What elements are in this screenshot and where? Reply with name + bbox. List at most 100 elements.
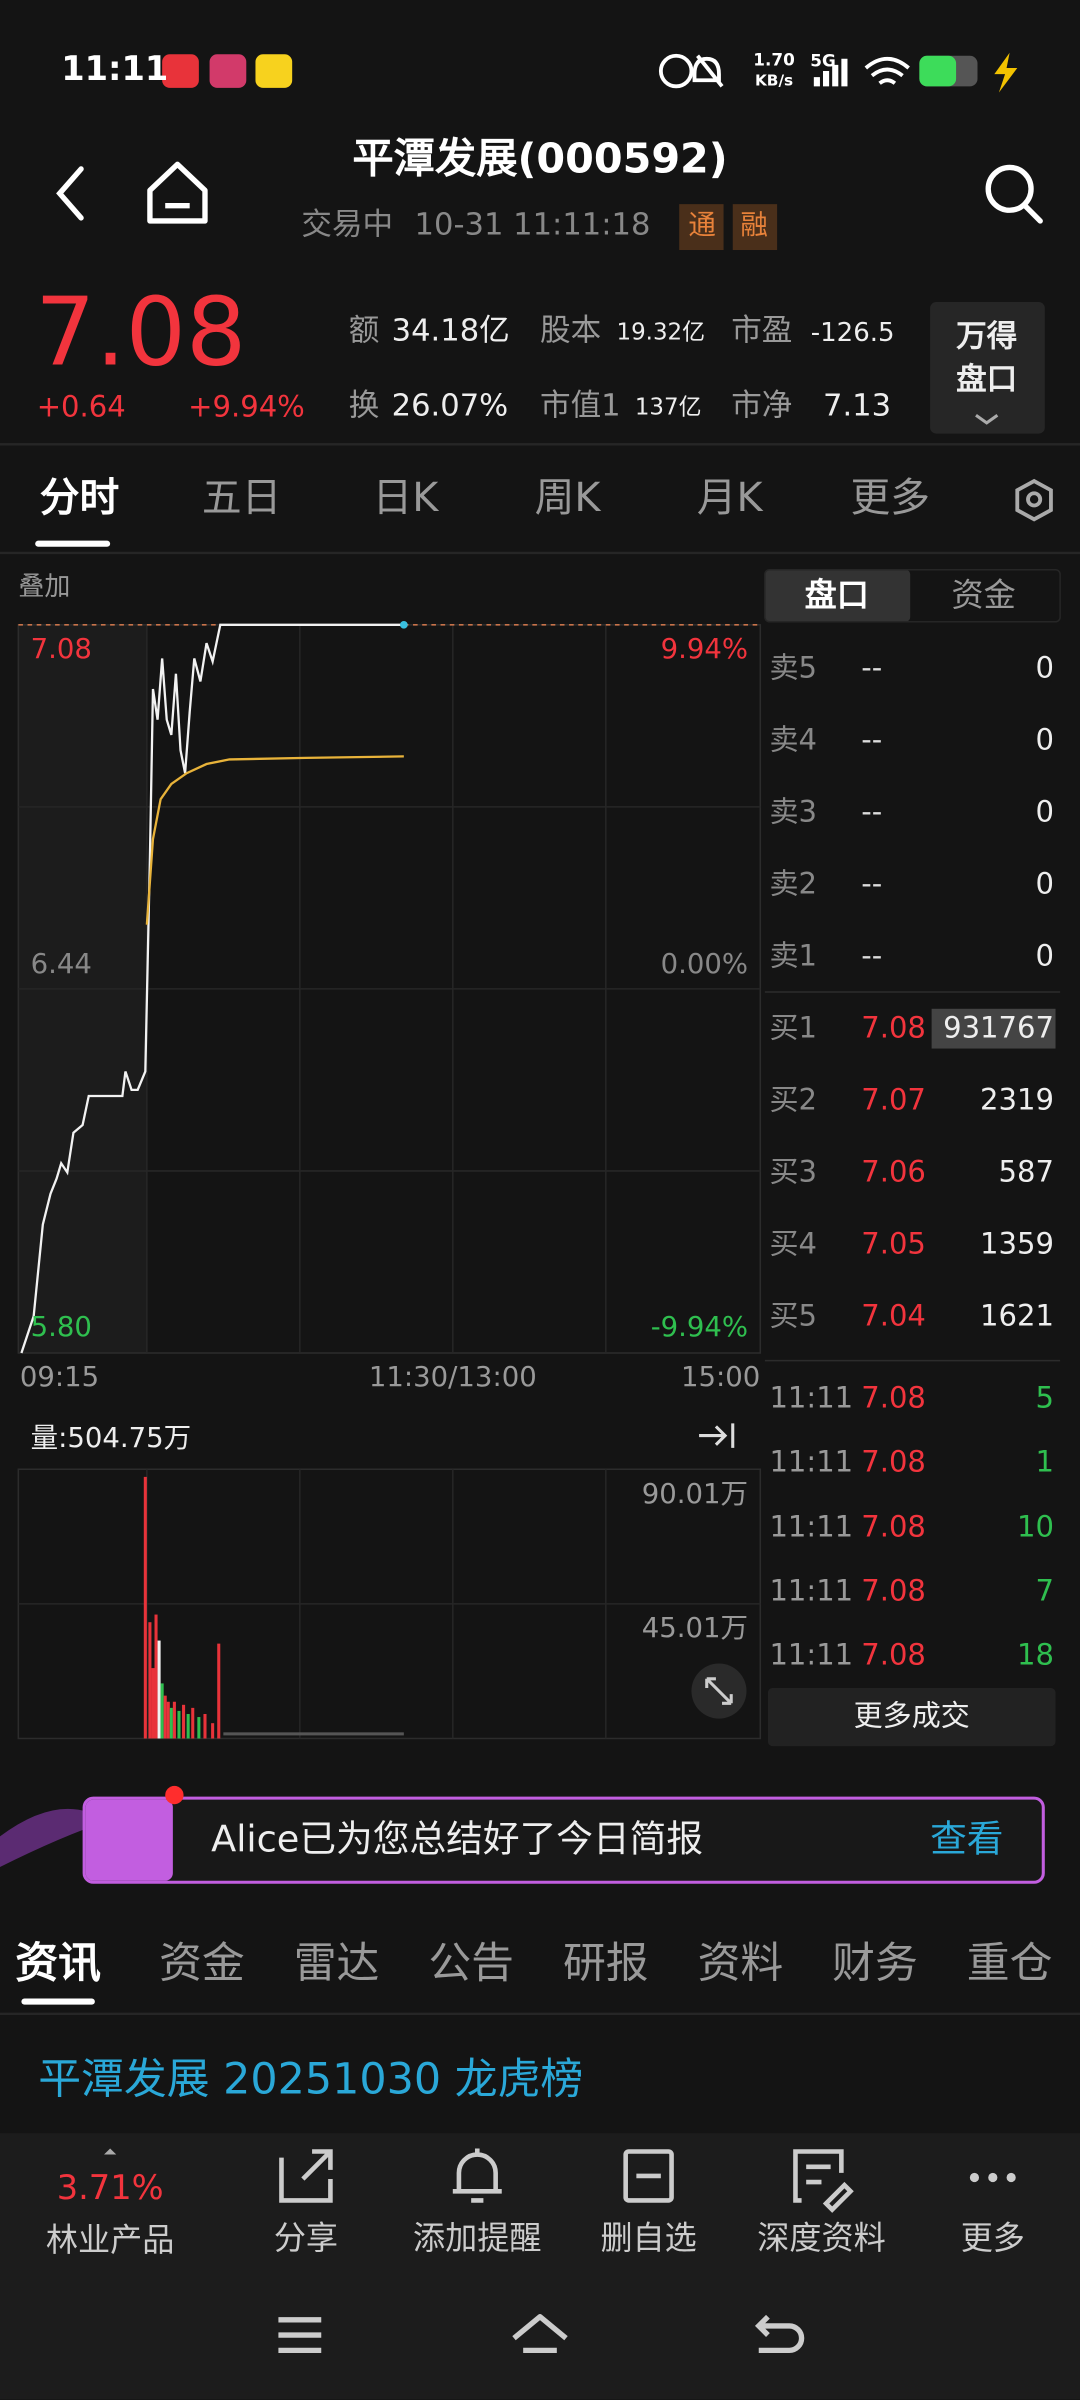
news-tab[interactable]: 公告 — [428, 1938, 514, 1989]
news-headline[interactable]: 平潭发展 20251030 龙虎榜 — [38, 2055, 584, 2106]
trade-volume: 10 — [1017, 1509, 1054, 1544]
nav-menu[interactable] — [278, 2317, 322, 2354]
nav-back[interactable] — [754, 2314, 805, 2354]
badge-bg — [679, 204, 724, 251]
time-axis-label: 09:15 — [19, 1361, 100, 1394]
news-tab[interactable]: 资料 — [697, 1938, 784, 1989]
share-icon[interactable] — [279, 2149, 333, 2203]
bottom-action[interactable]: 更多 — [960, 2218, 1025, 2257]
ask-label: 卖3 — [769, 794, 817, 829]
bid-price: 7.05 — [861, 1226, 926, 1261]
bottom-bar — [0, 2133, 1080, 2400]
ask-label: 卖1 — [769, 938, 817, 973]
alarm-icon — [658, 53, 694, 89]
ask-price: -- — [861, 722, 883, 757]
chart-tab[interactable]: 周K — [534, 474, 601, 521]
order-book-tab[interactable]: 资金 — [951, 576, 1016, 614]
home-icon[interactable] — [147, 161, 208, 224]
tab-active-bg — [764, 569, 911, 622]
remove-icon[interactable] — [623, 2149, 674, 2203]
chart-tab[interactable]: 五日 — [201, 474, 282, 521]
volume-axis-label: 45.01万 — [641, 1612, 749, 1645]
panel-button[interactable]: 盘口 — [956, 362, 1018, 398]
search-icon[interactable] — [985, 164, 1034, 213]
trade-volume: 7 — [1035, 1573, 1054, 1608]
banner-avatar — [85, 1799, 173, 1881]
more-icon[interactable] — [969, 2172, 1016, 2183]
trade-price: 7.08 — [861, 1509, 926, 1544]
bid-price: 7.04 — [861, 1298, 926, 1333]
ask-volume: 0 — [1035, 794, 1054, 829]
order-book-tab[interactable]: 盘口 — [804, 576, 869, 614]
bid-label: 买5 — [769, 1298, 817, 1333]
bottom-action[interactable]: 删自选 — [600, 2218, 697, 2257]
pct-axis-label: 0.00% — [660, 948, 749, 981]
bid-volume: 1359 — [980, 1226, 1054, 1261]
bid-volume: 2319 — [980, 1082, 1054, 1117]
ask-volume: 0 — [1035, 866, 1054, 901]
bid-label: 买3 — [769, 1154, 817, 1189]
banner[interactable] — [82, 1796, 1045, 1884]
news-tab[interactable]: 财务 — [832, 1938, 918, 1989]
price-line — [20, 623, 404, 1354]
panel-button[interactable]: 万得 — [956, 319, 1018, 355]
bottom-action[interactable]: 深度资料 — [757, 2218, 886, 2257]
news-tab[interactable]: 重仓 — [966, 1938, 1053, 1989]
chart-tab[interactable]: 更多 — [850, 474, 931, 521]
news-tab[interactable]: 资金 — [159, 1938, 245, 1989]
news-tab[interactable]: 研报 — [562, 1938, 649, 1989]
trade-price: 7.08 — [861, 1380, 926, 1415]
research-icon[interactable] — [793, 2149, 854, 2213]
sector-name[interactable]: 林业产品 — [45, 2220, 175, 2259]
chart-tab[interactable]: 日K — [372, 474, 439, 521]
notification-dot — [165, 1785, 184, 1805]
chart-tab[interactable]: 分时 — [39, 474, 120, 521]
ask-label: 卖2 — [769, 866, 817, 901]
bid-volume: 1621 — [980, 1298, 1054, 1333]
trade-volume: 18 — [1017, 1637, 1054, 1672]
bid-volume: 587 — [998, 1154, 1054, 1189]
alert-icon[interactable] — [452, 2148, 502, 2203]
volume-label: 量:504.75万 — [30, 1422, 192, 1455]
news-tab[interactable]: 资讯 — [15, 1938, 101, 1989]
back-icon[interactable] — [56, 166, 84, 221]
stat-label: 市值1 — [540, 388, 621, 424]
news-tab[interactable]: 雷达 — [293, 1938, 380, 1989]
highlight-bg — [931, 1008, 1056, 1049]
battery-level — [919, 55, 957, 87]
trading-status: 交易中 — [301, 208, 394, 244]
sector-change[interactable]: 3.71% — [56, 2167, 164, 2207]
stat-label: 市盈 — [731, 313, 793, 349]
bottom-action[interactable]: 分享 — [273, 2218, 339, 2257]
more-trades-button[interactable]: 更多成交 — [853, 1698, 970, 1733]
stat-label: 市净 — [731, 388, 793, 424]
chart-tab[interactable]: 月K — [696, 474, 763, 521]
expand-icon[interactable] — [699, 1423, 735, 1448]
tab-indicator — [35, 540, 111, 547]
stat-label: 换 — [348, 388, 380, 424]
more-trades-bg[interactable] — [767, 1687, 1056, 1747]
nav-home[interactable] — [512, 2314, 568, 2354]
settings-icon[interactable] — [1015, 478, 1053, 522]
banner-glow — [0, 1808, 108, 1867]
bid-volume: 931767 — [943, 1010, 1054, 1045]
charging-icon — [994, 52, 1018, 93]
trade-volume: 1 — [1035, 1444, 1054, 1479]
stat-value: -126.5 — [810, 318, 895, 349]
banner-text[interactable]: Alice已为您总结好了今日简报 — [211, 1817, 704, 1861]
volume-axis-label: 90.01万 — [641, 1477, 749, 1510]
network-speed-unit: KB/s — [754, 71, 794, 90]
signal-icon — [813, 58, 848, 87]
network-type: 5G — [810, 50, 836, 71]
stat-value: 34.18亿 — [391, 313, 510, 349]
trade-time: 11:11 — [769, 1637, 854, 1672]
stat-label: 额 — [348, 313, 380, 349]
ask-price: -- — [861, 938, 883, 973]
volume-bars — [143, 1476, 404, 1739]
bottom-action[interactable]: 添加提醒 — [413, 2218, 542, 2257]
banner-action[interactable]: 查看 — [930, 1817, 1004, 1861]
bid-price: 7.07 — [861, 1082, 926, 1117]
overlay-button[interactable]: 叠加 — [18, 572, 71, 603]
panel-button-bg[interactable] — [930, 302, 1045, 434]
